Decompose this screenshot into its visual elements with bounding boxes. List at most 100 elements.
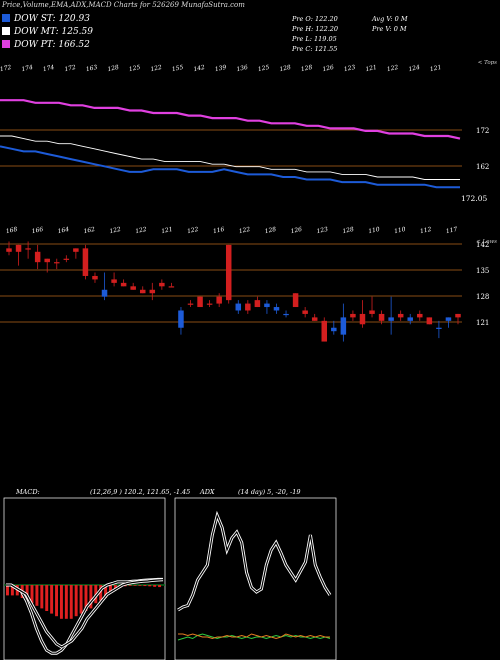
macd-hist-bar: [45, 585, 49, 611]
macd-hist-bar: [64, 585, 68, 619]
top-label: 128: [300, 64, 313, 73]
candle-body: [111, 279, 117, 283]
top-label: 125: [128, 64, 141, 73]
candle-body: [407, 317, 413, 321]
candle-body: [445, 317, 452, 321]
macd-hist-bar: [104, 585, 108, 598]
top-label: 117: [445, 226, 458, 235]
top-label: 112: [419, 226, 432, 235]
top-label: 128: [342, 226, 355, 235]
top-label: 172: [0, 64, 12, 73]
macd-label: MACD:: [15, 488, 40, 496]
top-label: 172: [64, 64, 77, 73]
macd-hist-bar: [59, 585, 63, 619]
candle-body: [187, 303, 194, 305]
macd-params: (12,26,9 ) 120.2, 121.65, -1.45: [90, 488, 190, 496]
candle-body: [44, 258, 50, 263]
top-label: 122: [135, 226, 148, 235]
top-label: 128: [107, 64, 120, 73]
candlestick-panel: < Lows 142 135 128 121 168 166 164 162 122 12…: [0, 226, 497, 342]
candle-body: [426, 317, 433, 325]
candle-body: [168, 286, 175, 288]
macd-hist-bar: [35, 585, 39, 606]
candle-body: [283, 313, 289, 316]
di-line: [178, 633, 330, 640]
legend-swatch: [2, 14, 10, 22]
top-label: 124: [408, 64, 421, 73]
macd-hist-bar: [50, 585, 54, 614]
candle-body: [378, 313, 385, 321]
candle-body: [254, 300, 261, 308]
ohlc-readout: Pre O: 122.20 Pre H: 122.20 Pre L: 119.0…: [292, 14, 338, 54]
macd-line-signal: [6, 579, 164, 648]
candle-body: [101, 289, 108, 297]
candle-body: [54, 262, 60, 264]
top-label: 116: [212, 226, 225, 235]
top-label: 139: [214, 64, 227, 73]
legend-swatch: [2, 40, 10, 48]
macd-hist-bar: [74, 585, 78, 617]
macd-hist-bar: [69, 585, 73, 619]
open-value: Pre O: 122.20: [292, 15, 338, 23]
adx-lines: [177, 510, 332, 641]
legend-label: DOW PT: 166.52: [14, 40, 90, 50]
top-label: 110: [368, 226, 381, 235]
candle-body: [216, 296, 222, 304]
candle-body: [63, 258, 70, 260]
candle-body: [130, 286, 136, 290]
top-label: 155: [171, 64, 184, 73]
tick-142: 142: [476, 241, 489, 249]
macd-hist-bar: [89, 585, 93, 609]
macd-lines: [6, 577, 164, 655]
candle-body: [369, 310, 375, 314]
candle-body: [139, 289, 146, 294]
candle-body: [159, 282, 165, 287]
top-label: 125: [257, 64, 270, 73]
candle-body: [302, 310, 308, 314]
candle-body: [311, 317, 318, 321]
top-label: 122: [238, 226, 251, 235]
macd-hist-bar: [133, 585, 137, 586]
top-label: 122: [386, 64, 399, 73]
legend-item-dow-mt: DOW MT: 125.59: [2, 27, 93, 40]
top-label: 166: [31, 226, 44, 235]
legend-item-dow-st: DOW ST: 120.93: [2, 14, 93, 27]
adx-panel: ADX (14 day) 5, -20, -19: [174, 488, 337, 660]
chart-title: Price,Volume,EMA,ADX,MACD Charts for 526…: [2, 1, 245, 9]
candle-body: [149, 289, 156, 294]
top-label: 174: [21, 64, 34, 73]
candle-body: [340, 317, 347, 335]
candle-top-labels: 168 166 164 162 122 122 121 122 116 122 128 126 123 1…: [5, 226, 458, 235]
tick-121: 121: [476, 319, 489, 327]
legend-swatch: [2, 27, 10, 35]
macd-hist-bar: [158, 585, 162, 588]
candle-body: [350, 313, 356, 318]
macd-hist-bar: [10, 585, 14, 596]
candle-body: [436, 327, 442, 329]
tick-128: 128: [476, 293, 489, 301]
top-label: 128: [264, 226, 277, 235]
candle-body: [397, 313, 404, 318]
price-ema-panel: < Tops 172 162 172.05 172 174 174 172 163 128…: [0, 60, 497, 203]
top-label: 164: [57, 226, 70, 235]
macd-hist-bar: [30, 585, 34, 604]
top-label: 122: [109, 226, 122, 235]
top-label: 136: [236, 64, 249, 73]
series-line-dow-st: [0, 145, 460, 189]
candle-body: [82, 248, 89, 276]
top-label: 110: [394, 226, 407, 235]
candle-body: [273, 307, 280, 311]
macd-hist-bar: [79, 585, 83, 614]
candle-body: [245, 303, 251, 311]
lows-label: < Lows: [476, 239, 497, 245]
candle-body: [388, 317, 394, 321]
candle-body: [264, 303, 270, 308]
pre-volume: Pre V: 0 M: [372, 25, 407, 33]
candle-body: [92, 275, 98, 280]
top-label: 163: [85, 64, 98, 73]
legend-label: DOW MT: 125.59: [14, 27, 93, 37]
candle-body: [15, 244, 22, 252]
top-label: 168: [5, 226, 18, 235]
candle-body: [359, 313, 366, 325]
low-value: Pre L: 119.05: [292, 35, 337, 43]
